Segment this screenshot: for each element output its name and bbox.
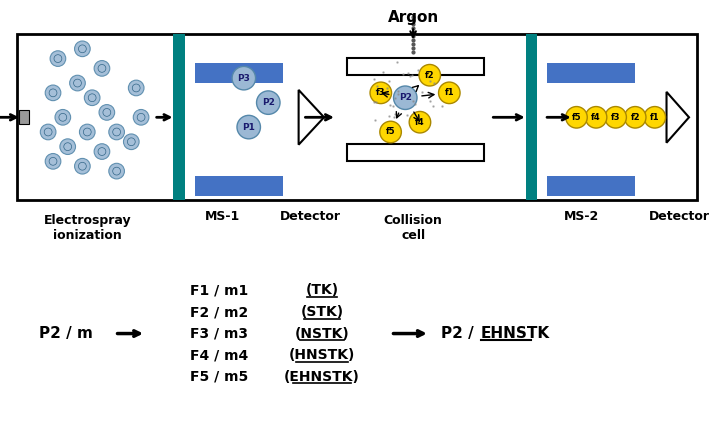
Circle shape <box>109 163 124 179</box>
Text: (EHNSTK): (EHNSTK) <box>284 369 360 384</box>
Bar <box>17 34 697 201</box>
Bar <box>547 63 635 83</box>
Text: P2 /: P2 / <box>441 326 478 341</box>
Text: F3 / m3: F3 / m3 <box>191 326 248 341</box>
Circle shape <box>40 124 56 140</box>
Circle shape <box>644 107 665 128</box>
Text: f2: f2 <box>630 113 640 122</box>
Text: F4 / m4: F4 / m4 <box>190 348 248 362</box>
Bar <box>346 58 483 75</box>
Circle shape <box>79 124 95 140</box>
Circle shape <box>438 82 460 103</box>
Bar <box>179 34 185 201</box>
Text: (NSTK): (NSTK) <box>295 326 349 341</box>
Text: f2: f2 <box>425 71 435 80</box>
Circle shape <box>124 134 139 150</box>
Circle shape <box>232 67 256 90</box>
Text: F2 / m2: F2 / m2 <box>190 305 248 319</box>
Circle shape <box>256 91 280 115</box>
Circle shape <box>134 110 149 125</box>
Text: f5: f5 <box>386 127 396 136</box>
Bar <box>526 34 531 201</box>
Text: f3: f3 <box>376 88 386 97</box>
Text: P2: P2 <box>399 93 412 102</box>
Circle shape <box>55 110 71 125</box>
Circle shape <box>605 107 626 128</box>
Circle shape <box>94 60 110 76</box>
Circle shape <box>74 41 90 57</box>
Circle shape <box>50 51 66 67</box>
Circle shape <box>393 86 417 110</box>
Text: f5: f5 <box>572 113 581 122</box>
Text: f1: f1 <box>650 113 660 122</box>
Text: F1 / m1: F1 / m1 <box>190 283 248 297</box>
Circle shape <box>625 107 646 128</box>
Text: F5 / m5: F5 / m5 <box>190 369 248 384</box>
Text: f4: f4 <box>415 118 425 127</box>
Circle shape <box>74 159 90 174</box>
Circle shape <box>237 115 261 139</box>
Circle shape <box>84 90 100 106</box>
Circle shape <box>585 107 607 128</box>
Circle shape <box>45 154 61 169</box>
Text: MS-2: MS-2 <box>564 210 599 223</box>
Circle shape <box>99 105 115 120</box>
Text: Collision
cell: Collision cell <box>383 214 443 242</box>
Bar <box>346 144 483 161</box>
Circle shape <box>45 85 61 101</box>
Circle shape <box>380 121 401 143</box>
Text: Argon: Argon <box>388 10 438 25</box>
Circle shape <box>109 124 124 140</box>
Circle shape <box>565 107 587 128</box>
Bar <box>19 111 29 124</box>
Text: P2 / m: P2 / m <box>39 326 93 341</box>
Text: f1: f1 <box>445 88 454 97</box>
Polygon shape <box>298 90 324 145</box>
Text: Detector: Detector <box>280 210 341 223</box>
Circle shape <box>94 144 110 159</box>
Text: MS-1: MS-1 <box>205 210 240 223</box>
Polygon shape <box>667 92 689 143</box>
Text: P2: P2 <box>262 98 275 107</box>
Bar <box>195 63 283 83</box>
Text: (TK): (TK) <box>306 283 338 297</box>
Circle shape <box>409 111 431 133</box>
Text: f3: f3 <box>611 113 620 122</box>
Bar <box>195 176 283 195</box>
Text: (STK): (STK) <box>301 305 343 319</box>
Text: (HNSTK): (HNSTK) <box>289 348 356 362</box>
Text: f4: f4 <box>591 113 601 122</box>
Bar <box>547 176 635 195</box>
Circle shape <box>419 64 441 86</box>
Bar <box>531 34 538 201</box>
Text: P3: P3 <box>237 74 251 83</box>
Circle shape <box>129 80 144 96</box>
Text: EHNSTK: EHNSTK <box>481 326 550 341</box>
Text: P1: P1 <box>242 123 255 131</box>
Text: Electrospray
ionization: Electrospray ionization <box>44 214 131 242</box>
Circle shape <box>70 75 85 91</box>
Text: Detector: Detector <box>649 210 710 223</box>
Circle shape <box>60 139 76 155</box>
Circle shape <box>370 82 391 103</box>
Bar <box>174 34 179 201</box>
